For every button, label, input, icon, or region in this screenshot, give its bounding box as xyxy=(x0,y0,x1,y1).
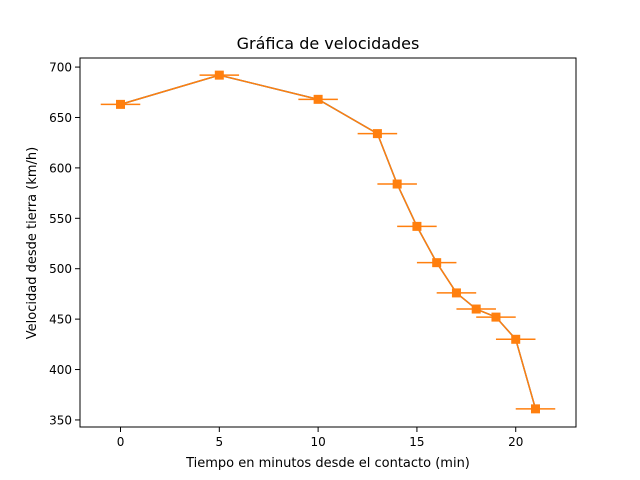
data-point xyxy=(313,94,323,104)
data-point xyxy=(432,258,442,268)
data-point xyxy=(511,334,521,344)
data-point xyxy=(530,404,540,414)
chart-title: Gráfica de velocidades xyxy=(237,34,420,53)
data-point xyxy=(214,70,224,80)
data-point xyxy=(451,288,461,298)
data-point xyxy=(491,312,501,322)
y-tick-label: 700 xyxy=(49,61,72,75)
axes-frame xyxy=(79,57,577,428)
x-axis-label: Tiempo en minutos desde el contacto (min… xyxy=(185,456,470,471)
data-point xyxy=(471,304,481,314)
y-tick-label: 550 xyxy=(49,212,72,226)
y-tick-label: 650 xyxy=(49,111,72,125)
y-axis-label: Velocidad desde tierra (km/h) xyxy=(25,147,40,339)
x-tick-label: 20 xyxy=(508,435,523,449)
x-tick-label: 15 xyxy=(409,435,424,449)
y-tick-label: 350 xyxy=(49,413,72,427)
data-point xyxy=(392,179,402,189)
x-tick-label: 5 xyxy=(215,435,223,449)
y-tick-label: 400 xyxy=(49,363,72,377)
data-point xyxy=(116,99,126,109)
x-tick-label: 10 xyxy=(310,435,325,449)
y-tick-label: 450 xyxy=(49,313,72,327)
x-tick-label: 0 xyxy=(117,435,125,449)
data-point xyxy=(412,221,422,231)
y-tick-label: 500 xyxy=(49,262,72,276)
data-point xyxy=(372,129,382,139)
y-tick-label: 600 xyxy=(49,161,72,175)
axes: 0 5 10 15 20 350 400 450 500 550 600 650 700 xyxy=(49,57,577,449)
plot-area xyxy=(100,70,556,414)
